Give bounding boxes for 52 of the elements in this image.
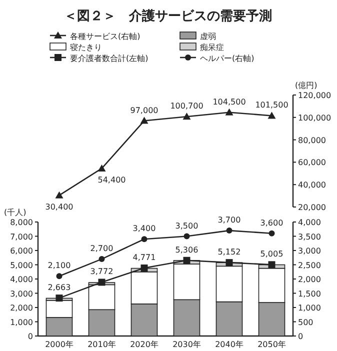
- y-tick-label: 3,000: [10, 289, 33, 298]
- data-label: 100,700: [170, 102, 204, 111]
- y2-tick-label: 1,500: [298, 289, 321, 298]
- y-tick-label: 80,000: [298, 136, 326, 145]
- y-axis-title: (億円): [295, 81, 318, 90]
- data-label: 3,400: [132, 224, 156, 234]
- y-tick-label: 120,000: [298, 91, 332, 100]
- y-tick-label: 1,000: [10, 318, 33, 327]
- y-tick-label: 2,000: [10, 304, 33, 312]
- data-label: 3,600: [260, 218, 284, 228]
- y2-tick-label: 500: [298, 318, 314, 327]
- y-tick-label: 6,000: [10, 246, 33, 256]
- legend-label: 虚弱: [200, 32, 216, 41]
- data-label: 2,700: [90, 244, 114, 254]
- data-label: 3,500: [175, 221, 198, 230]
- legend-label: ヘルパー(右軸): [200, 54, 254, 63]
- y-tick-label: 100,000: [298, 113, 332, 122]
- x-tick-label: 2000年: [45, 340, 74, 349]
- data-label: 2,100: [48, 261, 71, 270]
- data-label: 3,772: [90, 267, 114, 276]
- legend-label: 要介護者数合計(左軸): [70, 54, 148, 63]
- y-tick-label: 20,000: [298, 203, 326, 212]
- data-label: 2,663: [48, 283, 71, 292]
- y-axis-title: (千人): [4, 208, 26, 217]
- data-label: 5,306: [175, 245, 198, 254]
- y2-tick-label: 2,500: [298, 260, 321, 270]
- data-label: 5,005: [260, 250, 284, 259]
- data-label: 97,000: [130, 106, 158, 115]
- x-tick-label: 2030年: [172, 340, 201, 349]
- data-label: 4,771: [132, 253, 156, 262]
- data-label: 101,500: [255, 100, 288, 110]
- x-tick-label: 2050年: [258, 340, 286, 349]
- data-label: 5,152: [218, 248, 241, 257]
- y-tick-label: 7,000: [10, 232, 33, 242]
- y-tick-label: 40,000: [298, 180, 326, 190]
- y-tick-label: 60,000: [298, 158, 326, 168]
- data-label: 104,500: [212, 97, 246, 106]
- x-tick-label: 2010年: [88, 340, 116, 349]
- legend-label: 痴呆症: [200, 43, 224, 52]
- legend-label: 各種サービス(右軸): [70, 32, 140, 41]
- data-label: 30,400: [45, 202, 74, 212]
- y-tick-label: 4,000: [10, 275, 33, 284]
- x-tick-label: 2020年: [130, 340, 158, 349]
- data-label: 3,700: [218, 216, 241, 225]
- chart-title: ＜図２＞ 介護サービスの需要予測: [64, 8, 272, 24]
- legend-label: 寝たきり: [70, 43, 102, 52]
- data-label: 54,400: [98, 175, 126, 184]
- y-tick-label: 8,000: [10, 218, 33, 227]
- x-tick-label: 2040年: [215, 340, 244, 349]
- y-tick-label: 0: [28, 332, 33, 341]
- y2-tick-label: 3,500: [298, 232, 321, 242]
- y-tick-label: 5,000: [10, 260, 33, 270]
